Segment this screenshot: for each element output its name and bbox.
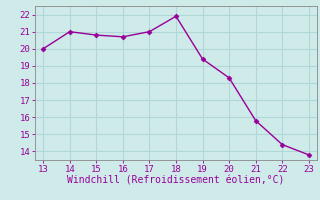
X-axis label: Windchill (Refroidissement éolien,°C): Windchill (Refroidissement éolien,°C) [67, 175, 285, 185]
